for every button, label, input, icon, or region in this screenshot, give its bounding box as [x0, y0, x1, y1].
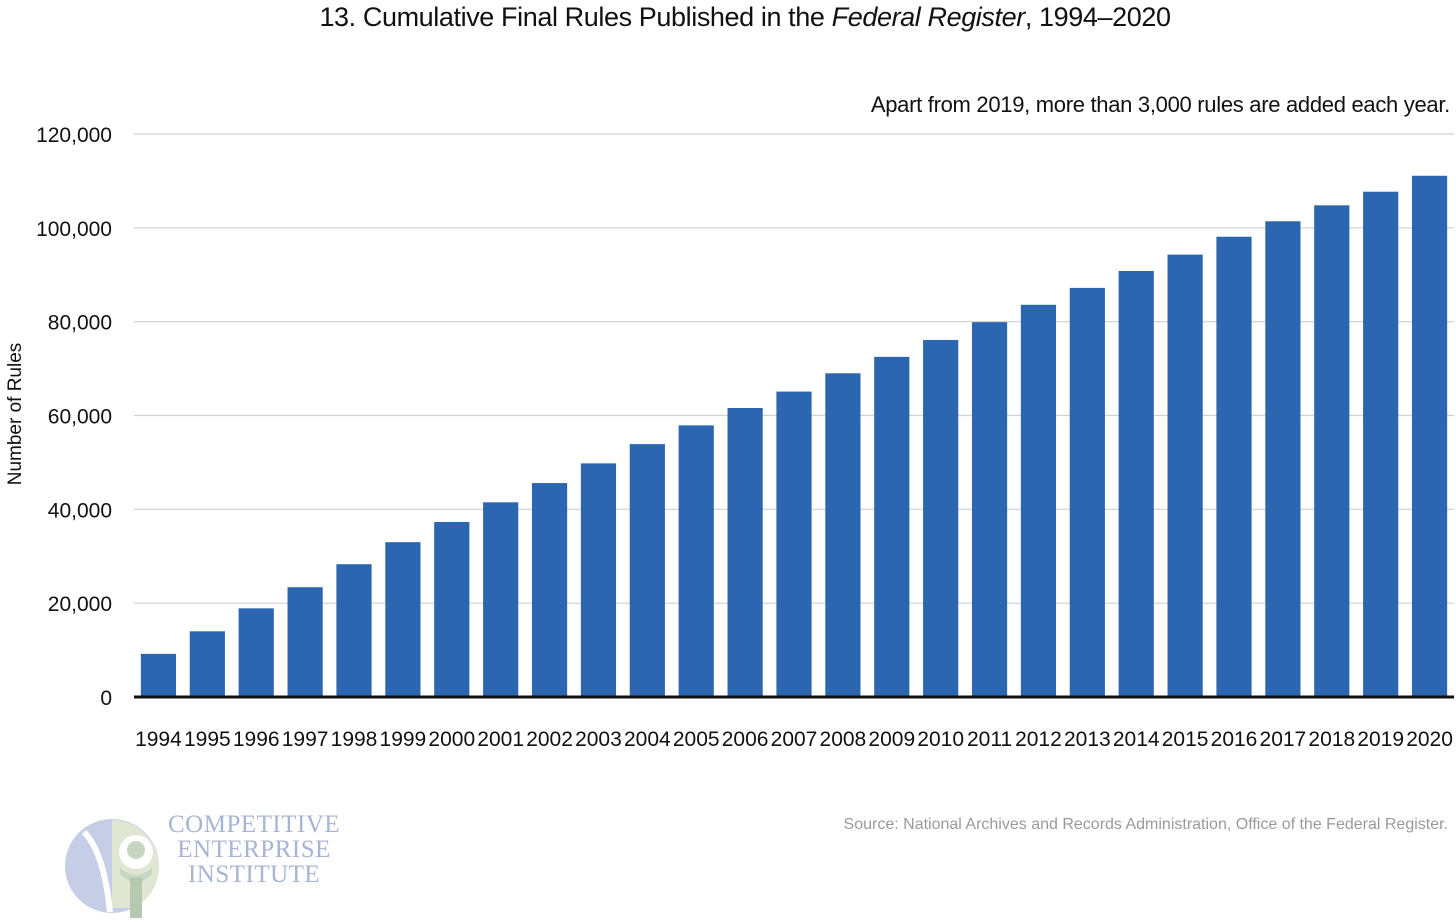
bar-2012	[1020, 304, 1057, 697]
x-tick-label: 2007	[771, 728, 818, 751]
bar-2005	[678, 425, 714, 697]
bar-2013	[1069, 287, 1105, 697]
bar-2003	[580, 463, 617, 697]
x-tick-label: 2006	[722, 728, 769, 751]
bar-2016	[1216, 236, 1252, 697]
bar-1998	[336, 564, 372, 697]
chart-title-italic: Federal Register	[831, 2, 1026, 32]
y-axis-label: Number of Rules	[5, 343, 26, 486]
x-tick-label: 2005	[673, 728, 720, 751]
x-tick-label: 1994	[135, 728, 182, 751]
tick-labels: 0 20,000 40,000 60,000 80,000 100,000 120,000 1…	[36, 124, 1453, 751]
bar-2015	[1167, 254, 1203, 697]
bar-2000	[434, 522, 470, 697]
bar-2020	[1411, 175, 1448, 697]
x-tick-label: 2015	[1162, 728, 1209, 751]
x-tick-label: 2010	[917, 728, 964, 751]
logo-line-3: INSTITUTE	[187, 861, 321, 888]
bar-1997	[287, 587, 323, 697]
bar-2008	[825, 373, 861, 697]
bar-2009	[874, 356, 910, 697]
y-tick-label: 0	[100, 687, 112, 710]
x-tick-label: 2002	[526, 728, 573, 751]
chart-title: 13. Cumulative Final Rules Published in …	[0, 2, 1456, 33]
x-tick-label: 1996	[233, 728, 280, 751]
x-tick-label: 1995	[184, 728, 231, 751]
y-tick-label: 80,000	[48, 312, 112, 335]
bar-2006	[727, 407, 763, 697]
x-tick-label: 2017	[1260, 728, 1307, 751]
chart-title-suffix: , 1994–2020	[1024, 2, 1171, 32]
y-tick-label: 120,000	[36, 124, 112, 147]
x-tick-label: 1997	[282, 728, 329, 751]
x-tick-label: 2014	[1113, 728, 1160, 751]
chart-title-prefix: 13. Cumulative Final Rules Published in …	[319, 2, 832, 32]
bars	[140, 175, 1448, 697]
cei-logo: COMPETITIVE ENTERPRISE INSTITUTE	[64, 812, 364, 922]
bar-2007	[776, 391, 812, 697]
y-tick-label: 40,000	[48, 499, 112, 522]
bar-2019	[1363, 191, 1399, 697]
x-tick-label: 2016	[1211, 728, 1258, 751]
bar-1995	[189, 631, 225, 697]
x-tick-label: 2000	[428, 728, 475, 751]
bar-2014	[1118, 270, 1154, 697]
chart-annotation: Apart from 2019, more than 3,000 rules a…	[870, 92, 1450, 117]
x-tick-label: 1998	[331, 728, 378, 751]
bar-2011	[971, 322, 1008, 697]
bar-2004	[629, 444, 665, 697]
logo-line-2: ENTERPRISE	[177, 836, 331, 863]
x-tick-label: 2013	[1064, 728, 1111, 751]
bar-2002	[531, 483, 568, 697]
x-tick-label: 2012	[1015, 728, 1062, 751]
bar-1999	[385, 542, 421, 697]
x-tick-label: 2018	[1308, 728, 1355, 751]
x-tick-label: 2011	[967, 728, 1012, 751]
x-tick-label: 1999	[380, 728, 427, 751]
x-tick-label: 2009	[868, 728, 915, 751]
cei-logo-mark	[65, 819, 160, 918]
cei-logo-text: COMPETITIVE ENTERPRISE INSTITUTE	[168, 812, 340, 887]
x-tick-label: 2001	[477, 728, 524, 751]
logo-line-1: COMPETITIVE	[168, 811, 341, 838]
bar-1996	[238, 608, 274, 697]
source-note: Source: National Archives and Records Ad…	[843, 816, 1448, 833]
x-tick-label: 2004	[624, 728, 671, 751]
bar-2017	[1265, 221, 1301, 697]
bar-1994	[140, 653, 177, 697]
bar-2010	[923, 339, 959, 697]
x-tick-label: 2020	[1406, 728, 1453, 751]
bar-2018	[1314, 205, 1350, 697]
bar-2001	[483, 502, 519, 697]
x-tick-label: 2003	[575, 728, 622, 751]
x-tick-label: 2008	[820, 728, 867, 751]
y-tick-label: 60,000	[48, 406, 112, 429]
x-tick-label: 2019	[1357, 728, 1404, 751]
y-tick-label: 100,000	[36, 218, 112, 241]
y-tick-label: 20,000	[48, 593, 112, 616]
